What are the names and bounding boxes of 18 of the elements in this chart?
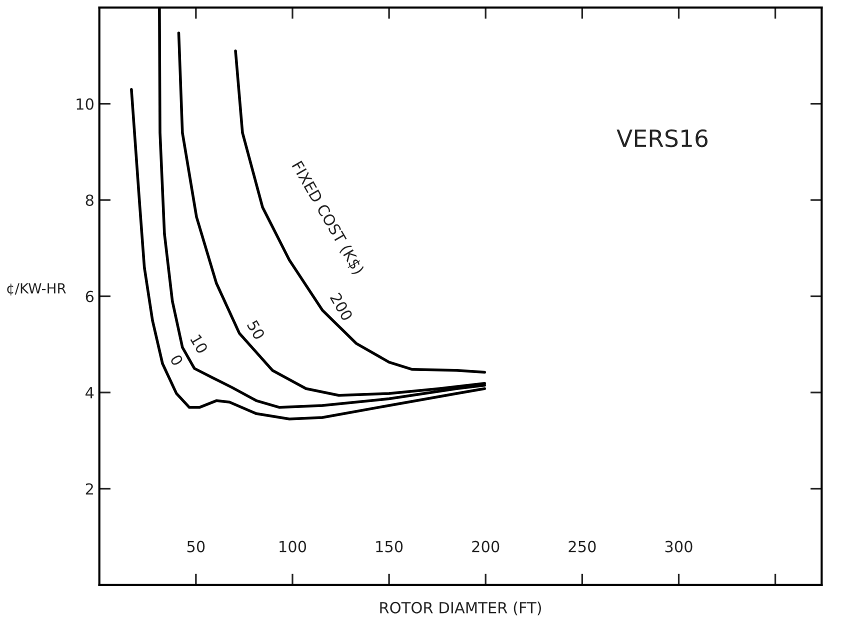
y-tick-label: 10	[76, 98, 94, 110]
y-tick-label: 4	[86, 387, 94, 398]
line-series	[234, 49, 486, 374]
x-tick-label: 100	[280, 540, 306, 552]
x-tick-label: 50	[187, 540, 205, 552]
y-tick-label: 2	[86, 483, 93, 495]
x-axis-title: ROTOR DIAMTER (FT)	[380, 602, 541, 616]
text: 10	[190, 334, 208, 354]
x-tick-label: 150	[376, 540, 403, 552]
y-tick-label: 6	[86, 290, 94, 302]
y-tick-label: 8	[86, 194, 94, 206]
x-tick-label: 200	[472, 540, 500, 552]
y-axis-title: ¢/KW-HR	[7, 283, 66, 296]
x-tick-label: 250	[568, 540, 596, 552]
text: 50	[246, 320, 266, 340]
text: 0	[170, 354, 184, 366]
text: VERS16	[616, 129, 708, 148]
x-tick-label: 300	[665, 540, 692, 552]
